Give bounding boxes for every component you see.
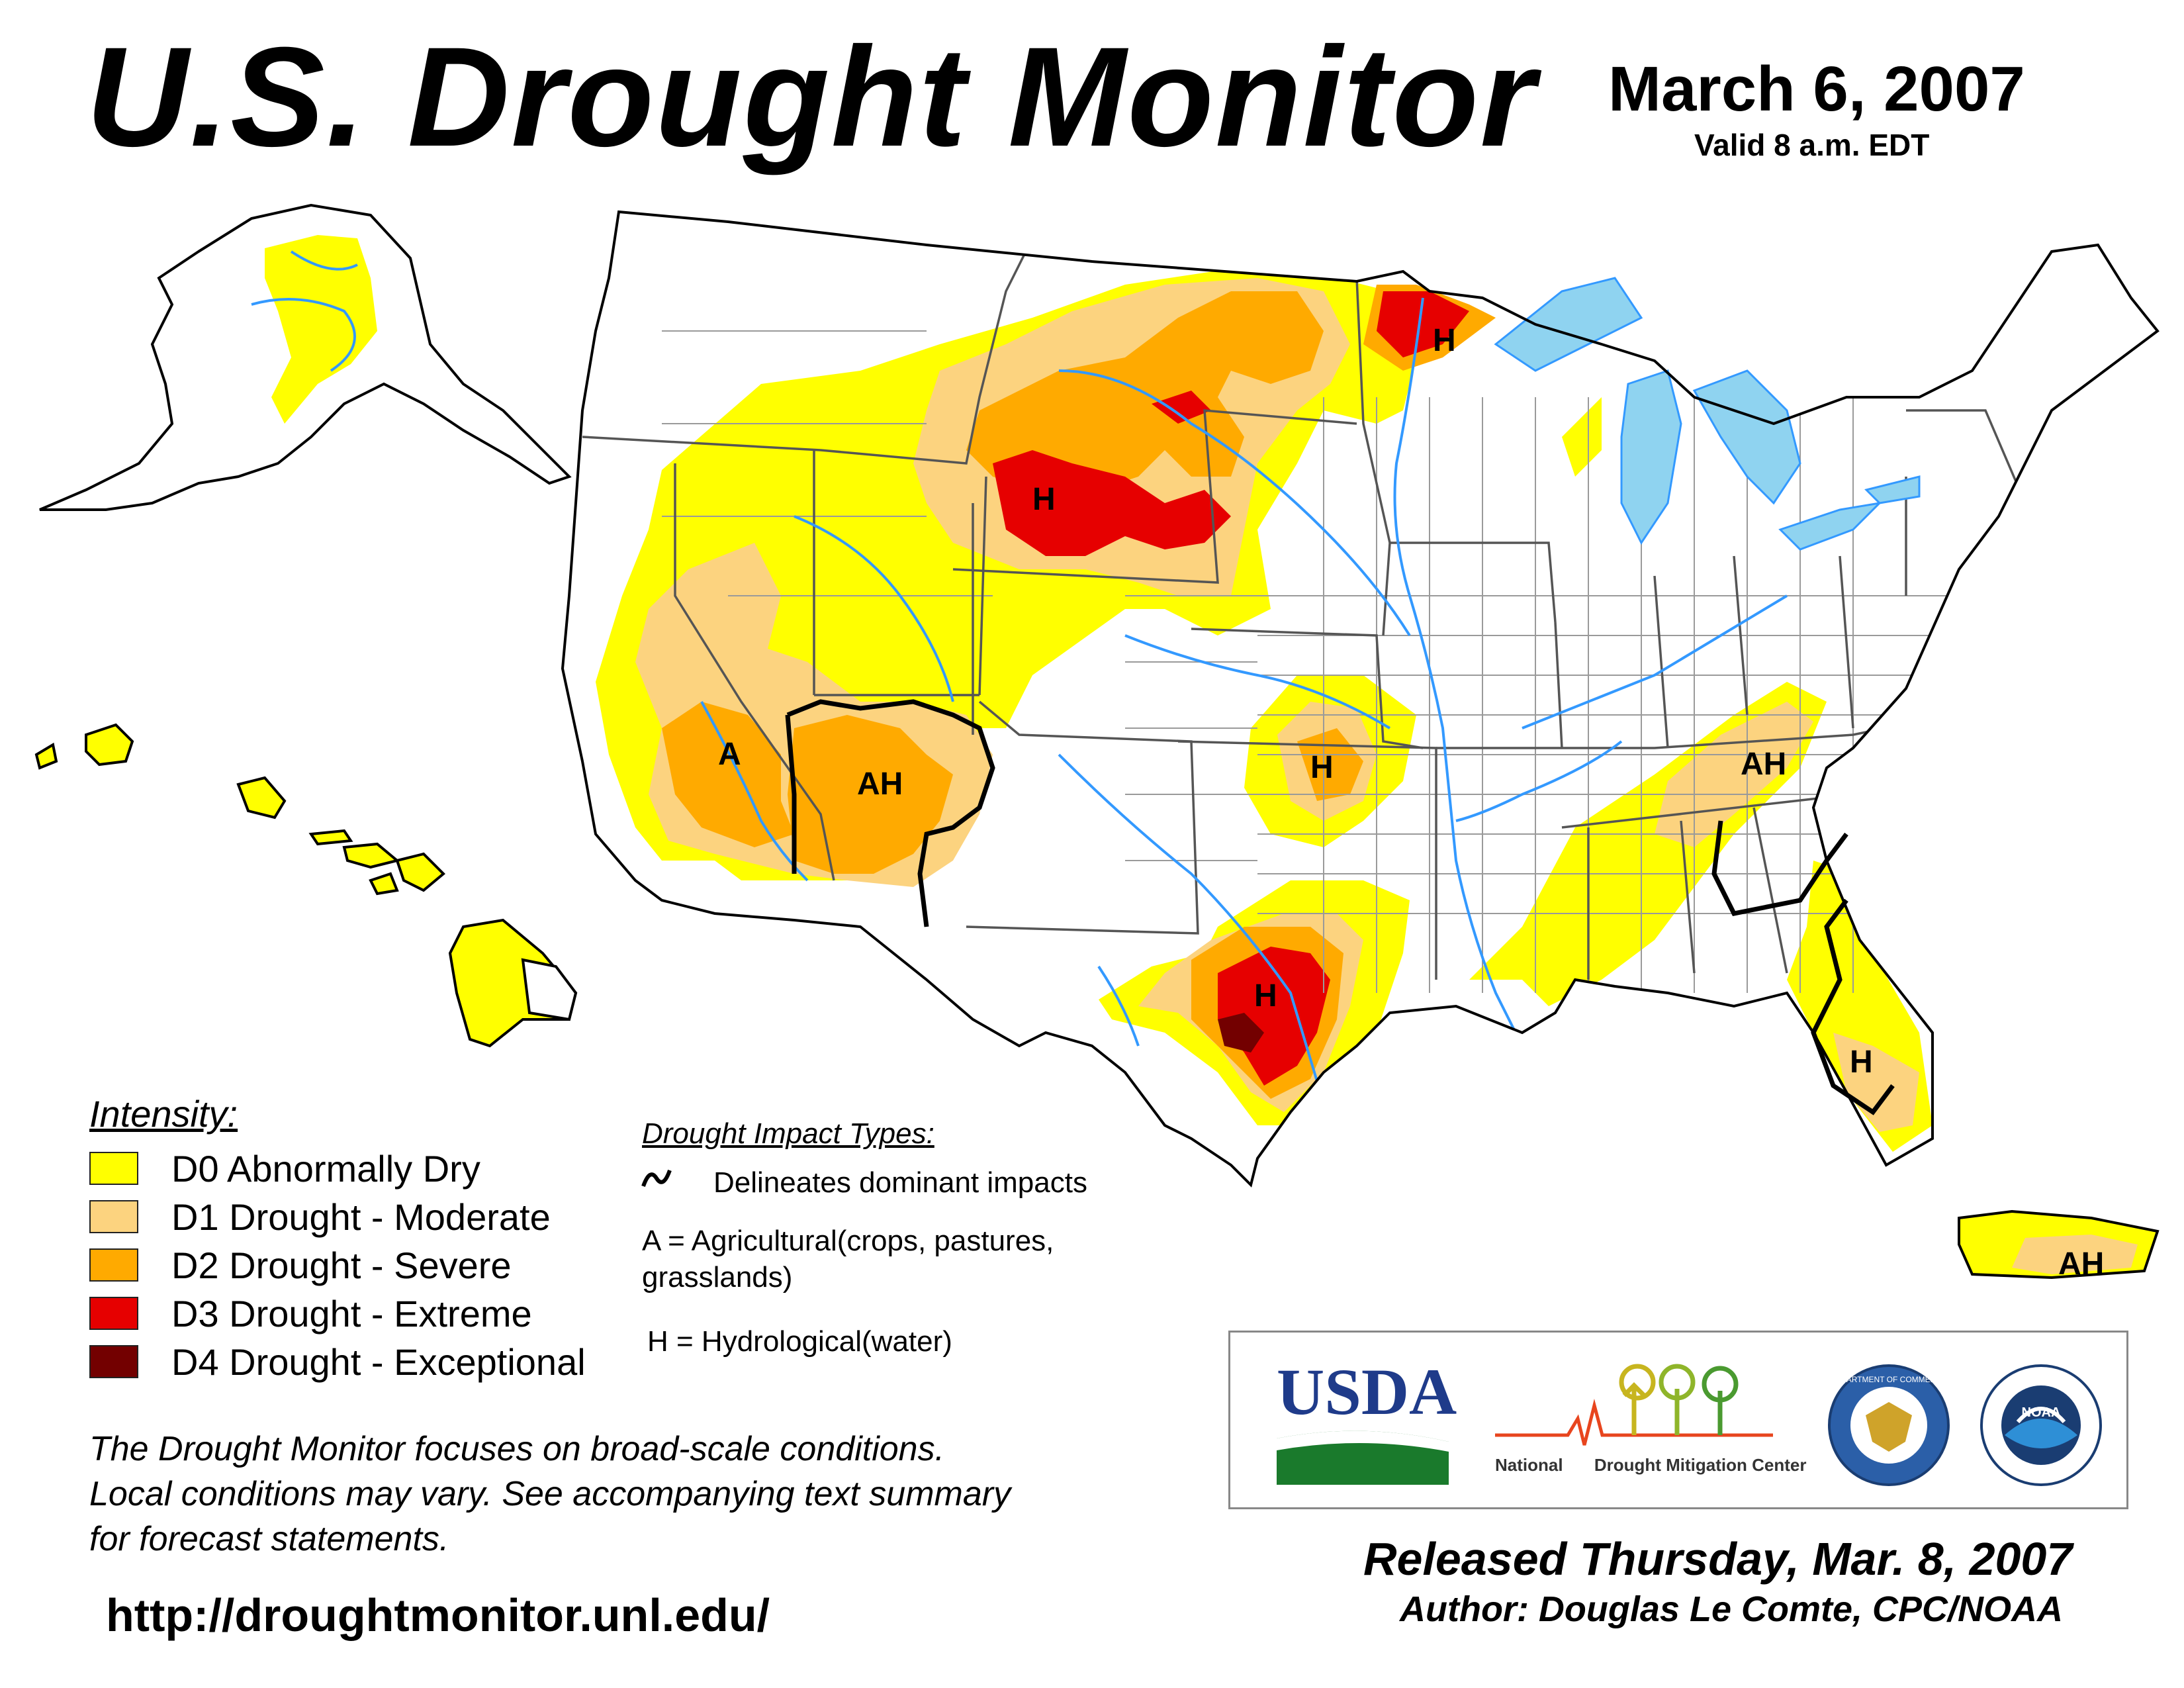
noaa-wordmark: NOAA — [2022, 1405, 2061, 1420]
impact-delineates: Delineates dominant impacts — [713, 1166, 1087, 1199]
impact-label: A — [718, 737, 741, 772]
legend-label: D4 Drought - Exceptional — [171, 1340, 586, 1383]
county-lines — [662, 330, 1985, 993]
alaska — [39, 203, 572, 511]
impact-lines — [785, 699, 1895, 1115]
note-line: for forecast statements. — [89, 1520, 449, 1558]
ndmc-name-part2: Drought Mitigation Center — [1594, 1455, 1807, 1475]
impact-hydrological: H = Hydrological(water) — [647, 1325, 952, 1358]
impact-label: H — [1032, 482, 1056, 517]
commerce-seal-text: DEPARTMENT OF COMMERCE — [1831, 1375, 1947, 1384]
usda-logo: USDA — [1277, 1355, 1457, 1485]
legend-item-d4: D4 Drought - Exceptional — [89, 1340, 586, 1383]
impact-label: H — [1433, 323, 1456, 358]
usda-field-icon — [1277, 1430, 1449, 1485]
ndmc-caption: National Drought Mitigation Center — [1495, 1455, 1806, 1476]
release-date: Released Thursday, Mar. 8, 2007 — [1363, 1533, 2073, 1585]
legend-title: Intensity: — [89, 1093, 238, 1135]
impact-line-icon — [641, 1169, 672, 1188]
legend-label: D1 Drought - Moderate — [171, 1196, 551, 1238]
great-lakes — [1494, 277, 1921, 551]
legend-swatch — [89, 1200, 138, 1233]
impact-agricultural: A = Agricultural(crops, pastures, — [642, 1225, 1054, 1257]
impact-label: AH — [2058, 1246, 2104, 1282]
legend-label: D0 Abnormally Dry — [171, 1147, 480, 1190]
legend-item-d0: D0 Abnormally Dry — [89, 1147, 480, 1190]
partner-logos: USDA National Drought Mitigation Center — [1228, 1331, 2128, 1509]
legend-item-d2: D2 Drought - Severe — [89, 1244, 512, 1286]
legend-swatch — [89, 1248, 138, 1282]
legend-label: D3 Drought - Extreme — [171, 1292, 532, 1335]
legend-item-d1: D1 Drought - Moderate — [89, 1196, 551, 1238]
author-credit: Author: Douglas Le Comte, CPC/NOAA — [1400, 1589, 2064, 1629]
impact-label: H — [1310, 750, 1334, 785]
legend-item-d3: D3 Drought - Extreme — [89, 1292, 532, 1335]
website-link[interactable]: http://droughtmonitor.unl.edu/ — [106, 1589, 770, 1641]
ndmc-trees-icon — [1495, 1364, 1773, 1446]
noaa-logo-icon: NOAA — [1980, 1364, 2102, 1486]
ndmc-name-part1: National — [1495, 1455, 1563, 1475]
legend-swatch — [89, 1152, 138, 1185]
commerce-seal-icon: DEPARTMENT OF COMMERCE — [1828, 1364, 1950, 1486]
puerto-rico — [1958, 1209, 2160, 1280]
legend-label: D2 Drought - Severe — [171, 1244, 512, 1286]
impact-label: AH — [1741, 747, 1786, 782]
note-line: The Drought Monitor focuses on broad-sca… — [89, 1430, 945, 1468]
impact-label: H — [1850, 1045, 1873, 1080]
d4-area — [1218, 1013, 1264, 1053]
hawaii — [34, 723, 578, 1048]
impact-agricultural-cont: grasslands) — [642, 1261, 793, 1293]
state-lines — [582, 238, 2026, 980]
valid-time: Valid 8 a.m. EDT — [1694, 128, 1930, 162]
conus — [561, 210, 2160, 1280]
legend-swatch — [89, 1345, 138, 1378]
legend-swatch — [89, 1297, 138, 1330]
impact-label: H — [1254, 978, 1277, 1013]
ndmc-logo: National Drought Mitigation Center — [1495, 1359, 1806, 1485]
map-title: U.S. Drought Monitor — [86, 18, 1537, 176]
impact-label: AH — [857, 767, 903, 802]
rivers — [700, 297, 1788, 1126]
note-line: Local conditions may vary. See accompany… — [89, 1475, 1011, 1513]
disclaimer-note: The Drought Monitor focuses on broad-sca… — [89, 1427, 1011, 1562]
impact-types-title: Drought Impact Types: — [642, 1117, 934, 1150]
usda-wordmark: USDA — [1277, 1355, 1457, 1429]
map-date: March 6, 2007 — [1608, 54, 2025, 124]
